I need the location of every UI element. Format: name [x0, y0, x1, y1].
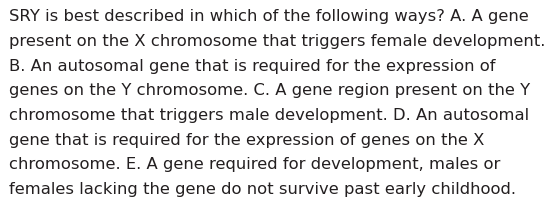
Text: gene that is required for the expression of genes on the X: gene that is required for the expression… [9, 133, 484, 148]
Text: B. An autosomal gene that is required for the expression of: B. An autosomal gene that is required fo… [9, 59, 496, 74]
Text: chromosome that triggers male development. D. An autosomal: chromosome that triggers male developmen… [9, 108, 529, 123]
Text: females lacking the gene do not survive past early childhood.: females lacking the gene do not survive … [9, 182, 516, 197]
Text: SRY is best described in which of the following ways? A. A gene: SRY is best described in which of the fo… [9, 9, 528, 24]
Text: present on the X chromosome that triggers female development.: present on the X chromosome that trigger… [9, 34, 545, 49]
Text: chromosome. E. A gene required for development, males or: chromosome. E. A gene required for devel… [9, 157, 501, 172]
Text: genes on the Y chromosome. C. A gene region present on the Y: genes on the Y chromosome. C. A gene reg… [9, 83, 530, 98]
